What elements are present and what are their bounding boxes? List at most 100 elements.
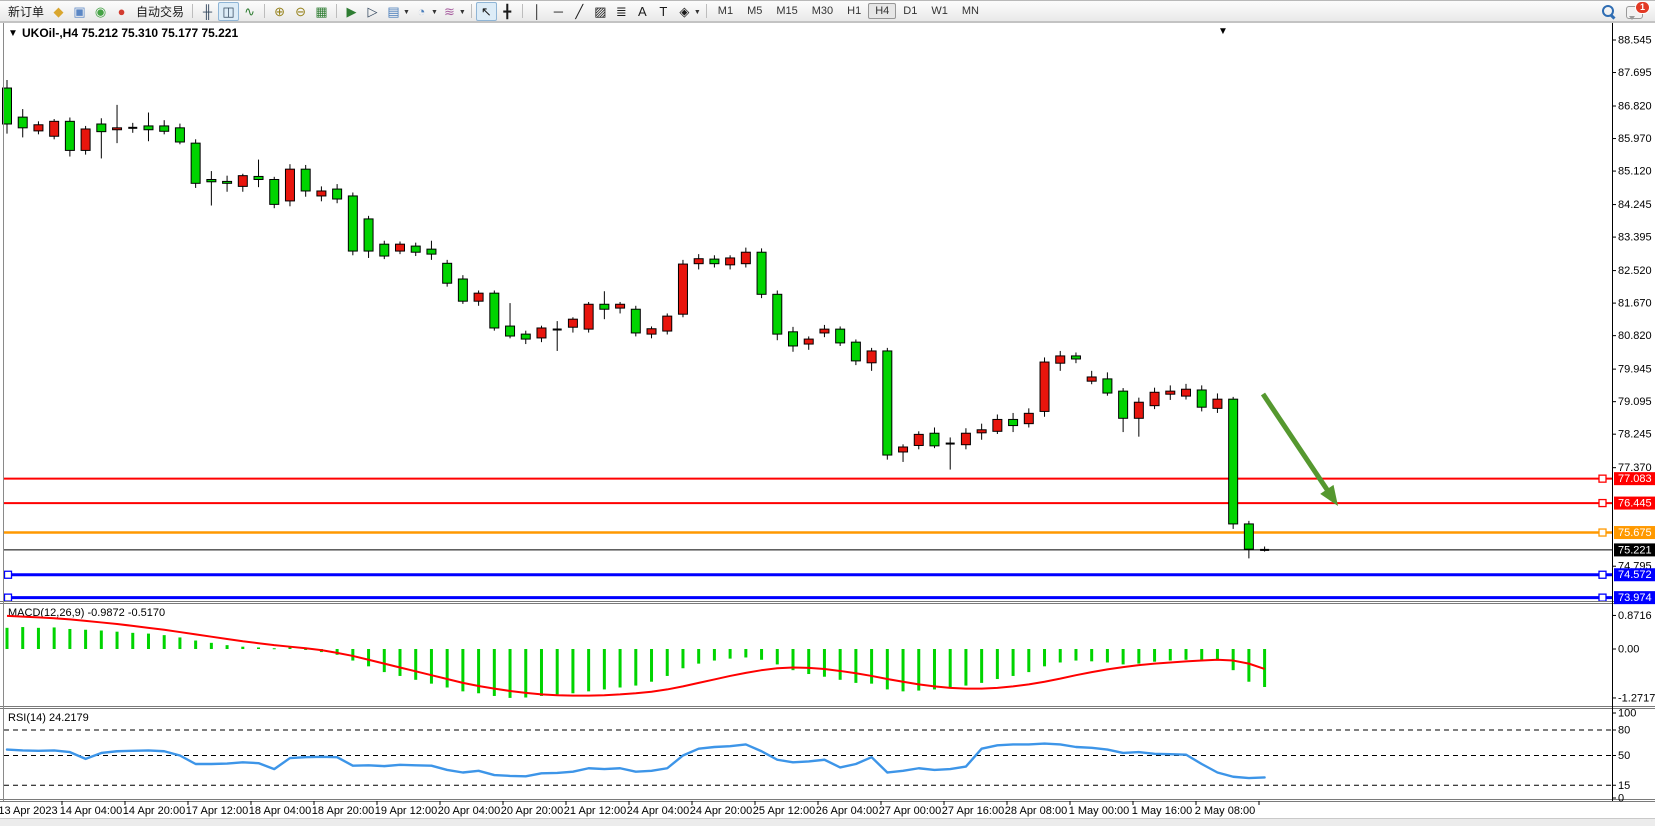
date-tick-label: 21 Apr 12:00 — [564, 805, 626, 817]
tf-mn-button[interactable]: MN — [961, 5, 979, 17]
tf-m1-button[interactable]: M1 — [717, 5, 734, 17]
macd-label: MACD(12,26,9) -0.9872 -0.5170 — [8, 607, 165, 619]
tf-w1-button[interactable]: W1 — [931, 5, 948, 17]
hline-marker[interactable] — [1598, 474, 1607, 483]
text-icon[interactable]: A — [638, 3, 647, 19]
bar-chart-icon[interactable]: ╫ — [202, 3, 213, 19]
auto-scroll-icon[interactable]: ▶ — [346, 3, 357, 19]
price-tick-label: 80.820 — [1618, 330, 1652, 342]
price-tick-label: 85.970 — [1618, 133, 1652, 145]
macd-bar — [618, 649, 622, 688]
hline-marker[interactable] — [3, 570, 13, 579]
chart-collapse-icon[interactable]: ▼ — [8, 28, 18, 39]
search-icon[interactable] — [1601, 4, 1616, 19]
date-tick-label: 26 Apr 04:00 — [816, 805, 878, 817]
rsi-tick-label: 0 — [1618, 793, 1624, 805]
macd-bar — [1168, 649, 1172, 661]
macd-bar — [870, 649, 874, 684]
macd-bar — [807, 649, 811, 675]
chat-icon[interactable]: 1 — [1626, 1, 1649, 20]
price-line-label: 74.572 — [1618, 569, 1652, 581]
candle-body — [536, 327, 547, 339]
candle-body — [898, 446, 909, 453]
annotation-arrow[interactable] — [1260, 392, 1338, 506]
hline-marker[interactable] — [1598, 498, 1607, 508]
macd-bar — [131, 632, 135, 649]
tf-d1-button[interactable]: D1 — [903, 5, 918, 17]
candle-body — [269, 178, 280, 205]
zoom-out-icon[interactable]: ⊖ — [295, 3, 306, 19]
date-axis[interactable]: 13 Apr 2023 14 Apr 04:00 14 Apr 20:00 17 Ap… — [0, 801, 1260, 817]
candle-body — [1008, 418, 1019, 427]
panel-collapse-icon[interactable]: ▼ — [1218, 26, 1228, 37]
rsi-tick-label: 50 — [1618, 750, 1630, 762]
hline-marker[interactable] — [1598, 528, 1607, 537]
rsi-label: RSI(14) 24.2179 — [8, 712, 89, 724]
order-book-icon[interactable]: ◆ — [53, 3, 64, 19]
window-bottom-edge — [0, 818, 1655, 826]
candle-body — [913, 433, 924, 446]
horizontal-line-icon[interactable]: ─ — [553, 3, 563, 19]
price-tick-label: 81.670 — [1618, 298, 1652, 310]
candle-body — [1149, 391, 1160, 407]
new-chart-icon[interactable]: ▤ — [387, 3, 400, 19]
macd-bar — [225, 645, 229, 649]
fibonacci-icon[interactable]: ≣ — [615, 3, 627, 19]
period-clock-icon-dropdown[interactable]: ▼ — [430, 8, 438, 16]
new-chart-icon-dropdown[interactable]: ▼ — [403, 8, 410, 16]
market-watch-icon[interactable]: ▣ — [73, 3, 86, 19]
period-clock-icon[interactable]: ◔ — [417, 3, 426, 19]
channel-icon[interactable]: ▨ — [594, 3, 607, 19]
shapes-icon[interactable]: ◈ — [679, 3, 690, 19]
candle-body — [222, 180, 233, 184]
indicators-icon[interactable]: ≋ — [443, 3, 455, 19]
date-tick-label: 25 Apr 12:00 — [753, 805, 815, 817]
indicators-icon-dropdown[interactable]: ▼ — [458, 8, 466, 16]
autotrade-button[interactable]: 自动交易 — [136, 4, 185, 19]
tf-m15-button[interactable]: M15 — [776, 5, 798, 17]
macd-bar — [760, 649, 764, 660]
zoom-in-icon[interactable]: ⊕ — [274, 3, 285, 19]
cursor-icon[interactable]: ↖ — [475, 1, 497, 21]
candle-body — [520, 333, 531, 340]
candle-body — [395, 243, 405, 252]
hline-marker[interactable] — [3, 593, 13, 602]
date-tick-label: 24 Apr 20:00 — [690, 805, 752, 817]
indicator-axes: 0.8716 0.00 -1.2717 100 80 50 150 — [1612, 610, 1655, 805]
line-chart-icon[interactable]: ∿ — [244, 3, 255, 19]
new-order-button[interactable]: 新订单 — [8, 4, 45, 19]
macd-pane: MACD(12,26,9) -0.9872 -0.5170 — [5, 607, 1267, 698]
crosshair-icon[interactable]: ╋ — [503, 3, 512, 19]
vertical-line-icon[interactable]: │ — [533, 3, 542, 19]
price-axis[interactable]: 88.545 87.695 86.820 85.970 85.120 84.245 83.3… — [1612, 35, 1655, 605]
pane-borders — [0, 22, 1655, 802]
candle-body — [1165, 390, 1176, 395]
horizontal-lines[interactable] — [3, 474, 1612, 602]
hline-marker[interactable] — [1598, 570, 1607, 579]
date-tick-label: 27 Apr 00:00 — [879, 805, 941, 817]
tf-h4-button[interactable]: H4 — [868, 3, 897, 19]
arrow-head[interactable] — [1320, 484, 1338, 506]
tf-h1-button[interactable]: H1 — [847, 5, 862, 17]
tf-m5-button[interactable]: M5 — [747, 5, 763, 17]
signals-icon[interactable]: ◉ — [94, 3, 107, 19]
candle-body — [473, 292, 484, 302]
arrow-shaft[interactable] — [1260, 392, 1334, 498]
candle-body — [1039, 361, 1050, 412]
candle-body — [850, 341, 861, 362]
candlestick-chart-icon[interactable]: ◫ — [218, 1, 240, 21]
chart-title-overlay: ▼ UKOil-,H4 75.212 75.310 75.177 75.221 ▼ — [8, 26, 1228, 40]
label-icon[interactable]: T — [659, 3, 668, 19]
candle-body — [929, 432, 940, 447]
macd-bar — [665, 649, 669, 676]
trendline-icon[interactable]: ╱ — [575, 3, 584, 19]
hline-marker[interactable] — [1598, 593, 1607, 602]
autotrade-icon[interactable]: ● — [117, 3, 126, 19]
shapes-icon-dropdown[interactable]: ▼ — [693, 8, 701, 16]
candle-body — [80, 128, 91, 151]
price-tick-label: 83.395 — [1618, 232, 1652, 244]
tile-windows-icon[interactable]: ▦ — [315, 3, 328, 19]
tf-m30-button[interactable]: M30 — [811, 5, 834, 17]
chart-shift-icon[interactable]: ▷ — [367, 3, 378, 19]
